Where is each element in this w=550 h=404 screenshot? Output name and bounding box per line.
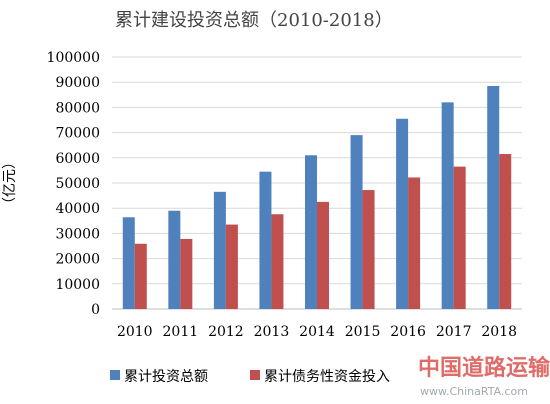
y-tick-label: 10000 <box>55 277 100 293</box>
y-axis-label: （亿元） <box>2 155 18 211</box>
bar-series-1-2018 <box>487 85 500 309</box>
bar-series-1-2012 <box>213 191 226 309</box>
watermark-logo-text: 中国道路运输网 <box>418 355 550 381</box>
x-tick-label: 2011 <box>163 324 199 340</box>
bar-series-1-2011 <box>168 210 181 309</box>
bar-series-1-2014 <box>305 155 317 309</box>
x-tick-label: 2012 <box>208 324 244 340</box>
bar-series-2-2012 <box>225 224 238 309</box>
bar-series-2-2015 <box>362 190 375 309</box>
y-tick-label: 30000 <box>55 226 100 242</box>
y-axis-ticks: 0 10000 20000 30000 40000 50000 60000 70000 8000… <box>47 50 100 318</box>
watermark: 中国道路运输网 www.ChinaRTA.com <box>418 355 550 398</box>
x-tick-label: 2015 <box>345 324 381 340</box>
bar-series-1-2010 <box>122 217 135 309</box>
legend: 累计投资总额 累计债务性资金投入 <box>110 369 390 385</box>
bar-series-1-2017 <box>441 102 454 309</box>
y-tick-label: 50000 <box>55 176 100 192</box>
x-tick-label: 2013 <box>254 324 290 340</box>
bar-series-1-2013 <box>259 171 272 309</box>
x-tick-label: 2010 <box>117 324 153 340</box>
bar-series-1-2016 <box>396 118 409 310</box>
chart-title: 累计建设投资总额（2010-2018） <box>115 10 393 31</box>
bar-series-2-2011 <box>180 238 193 309</box>
x-tick-label: 2017 <box>436 324 472 340</box>
x-tick-label: 2014 <box>299 324 335 340</box>
x-tick-label: 2018 <box>481 324 517 340</box>
bar-series-2-2016 <box>408 177 421 309</box>
bar-series-2-2017 <box>453 166 466 309</box>
bar-series-2-2013 <box>271 214 284 309</box>
y-tick-label: 100000 <box>47 50 100 66</box>
watermark-url: www.ChinaRTA.com <box>420 385 528 398</box>
legend-label-series-1: 累计投资总额 <box>124 369 208 385</box>
legend-swatch-series-2 <box>250 370 260 380</box>
bar-series-2-2010 <box>134 243 147 309</box>
bars <box>122 85 512 310</box>
x-tick-label: 2016 <box>390 324 426 340</box>
y-tick-label: 70000 <box>55 126 100 142</box>
y-tick-label: 0 <box>91 302 100 318</box>
legend-swatch-series-1 <box>110 370 120 380</box>
y-tick-label: 40000 <box>55 201 100 217</box>
y-tick-label: 80000 <box>55 100 100 116</box>
y-tick-label: 60000 <box>55 151 100 167</box>
y-tick-label: 20000 <box>55 252 100 268</box>
bar-series-1-2015 <box>350 135 363 309</box>
bar-series-2-2014 <box>317 201 329 309</box>
bar-series-2-2018 <box>499 154 512 309</box>
legend-label-series-2: 累计债务性资金投入 <box>264 369 390 385</box>
x-axis-ticks: 2010 2011 2012 2013 2014 2015 2016 2017 2018 <box>117 324 517 340</box>
y-tick-label: 90000 <box>55 75 100 91</box>
